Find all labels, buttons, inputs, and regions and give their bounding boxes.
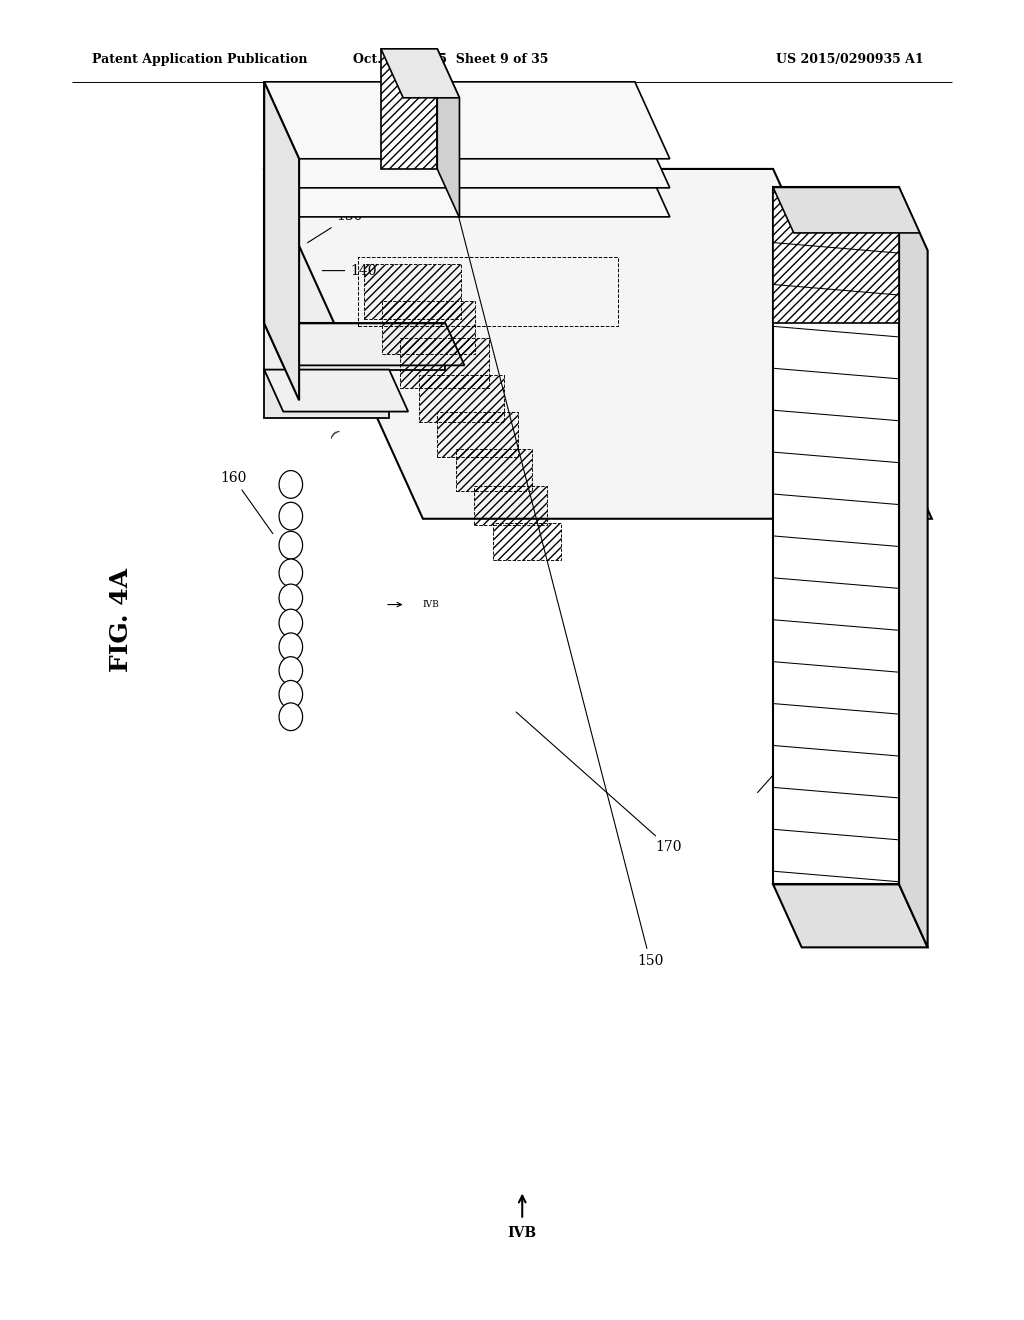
Polygon shape	[264, 140, 670, 216]
Text: 170: 170	[516, 711, 682, 854]
Text: Patent Application Publication: Patent Application Publication	[92, 53, 307, 66]
Ellipse shape	[279, 702, 303, 731]
Polygon shape	[437, 49, 460, 218]
Ellipse shape	[279, 657, 303, 685]
Text: 160: 160	[220, 471, 272, 533]
Polygon shape	[264, 111, 670, 187]
Ellipse shape	[279, 609, 303, 636]
Polygon shape	[899, 187, 928, 948]
Polygon shape	[773, 187, 899, 884]
Polygon shape	[773, 187, 920, 232]
Ellipse shape	[279, 681, 303, 708]
Ellipse shape	[279, 470, 303, 498]
Polygon shape	[773, 187, 899, 323]
Ellipse shape	[279, 502, 303, 529]
Polygon shape	[264, 169, 773, 323]
Ellipse shape	[279, 532, 303, 560]
Text: IVB: IVB	[508, 1226, 537, 1241]
Polygon shape	[264, 82, 670, 158]
Polygon shape	[264, 370, 409, 412]
Text: FIG. 4A: FIG. 4A	[109, 569, 133, 672]
Polygon shape	[264, 82, 635, 111]
Polygon shape	[264, 323, 445, 370]
Text: US 2015/0290935 A1: US 2015/0290935 A1	[776, 53, 924, 66]
Polygon shape	[264, 111, 635, 140]
Polygon shape	[264, 82, 299, 400]
Polygon shape	[381, 49, 460, 98]
Text: IVB: IVB	[423, 601, 439, 609]
Text: 110: 110	[843, 346, 892, 383]
Ellipse shape	[279, 632, 303, 660]
Polygon shape	[264, 140, 635, 169]
Polygon shape	[381, 49, 437, 169]
Text: Oct. 15, 2015  Sheet 9 of 35: Oct. 15, 2015 Sheet 9 of 35	[353, 53, 548, 66]
Text: 10: 10	[758, 755, 794, 792]
Text: 140: 140	[323, 264, 377, 277]
Ellipse shape	[279, 560, 303, 587]
Polygon shape	[264, 169, 932, 519]
Polygon shape	[264, 323, 465, 366]
Text: 150: 150	[426, 88, 664, 968]
Polygon shape	[773, 884, 928, 948]
Text: $\mathsf{(}$: $\mathsf{(}$	[327, 426, 341, 440]
Ellipse shape	[279, 583, 303, 611]
Polygon shape	[264, 370, 389, 418]
Text: 130: 130	[307, 210, 362, 243]
